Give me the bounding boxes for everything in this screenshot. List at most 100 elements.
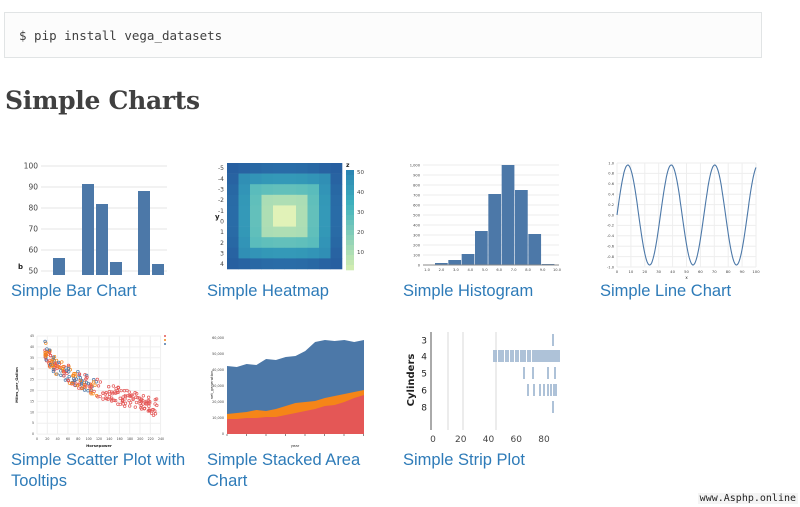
bar-chart-thumbnail[interactable]: 100 90 80 70 60 50 b	[11, 161, 171, 281]
gallery-link-scatter-plot[interactable]: Simple Scatter Plot with Tooltips	[11, 451, 186, 490]
y-tick-label: 0	[32, 432, 34, 436]
line-chart-thumbnail[interactable]: 1.0 0.8 0.6 0.4 0.2 0.0 -0.2 -0.4 -0.6 -0.8 -1.0 0 1…	[600, 161, 760, 281]
scatter-point	[128, 394, 133, 399]
scatter-point	[131, 397, 135, 402]
heatmap-cell	[296, 163, 308, 174]
heatmap-cell	[250, 194, 262, 206]
y-tick-label: 5	[32, 421, 34, 425]
scatter-point	[128, 400, 133, 405]
heatmap-cell	[250, 237, 262, 249]
heatmap-cell	[273, 173, 285, 185]
legend-gradient-step	[346, 265, 354, 271]
scatter-point	[44, 358, 48, 362]
legend-gradient-step	[346, 190, 354, 196]
strip-plot-thumb-svg: 3 4 5 6 8 Cylinders 0 20 40 60 80	[406, 332, 560, 445]
y-tick-label: 1	[220, 229, 224, 236]
heatmap-cell	[261, 237, 274, 249]
x-tick-label: 80	[538, 435, 550, 445]
heatmap-cell	[273, 163, 285, 174]
y-tick-label: 100	[24, 162, 39, 171]
y-tick-label: -2	[218, 197, 224, 204]
x-tick-label: 80	[726, 269, 731, 274]
heatmap-cell	[319, 258, 331, 270]
scatter-point	[147, 404, 151, 408]
heatmap-cell	[250, 216, 262, 227]
y-tick-label: 0	[418, 263, 421, 267]
gallery-link-histogram[interactable]: Simple Histogram	[403, 282, 534, 300]
y-tick-label: -1.0	[607, 265, 615, 269]
x-tick-label: 20	[45, 437, 49, 441]
scatter-point	[151, 413, 156, 417]
series-line	[616, 164, 757, 266]
scatter-point	[138, 399, 142, 404]
section-title: Simple Charts	[5, 86, 200, 115]
heatmap-cell	[296, 226, 308, 238]
heatmap-thumbnail[interactable]: -5 -4 -3 -2 -1 0 1 2 3 4 y z 50 40 30 20 10	[207, 161, 367, 281]
scatter-point	[48, 363, 53, 367]
scatter-point	[58, 369, 63, 373]
legend-gradient-step	[346, 220, 354, 226]
scatter-point	[73, 372, 77, 376]
y-tick-label: 25	[30, 378, 34, 382]
scatter-point	[116, 385, 120, 389]
heatmap-cell	[261, 247, 274, 259]
gallery-link-heatmap[interactable]: Simple Heatmap	[207, 282, 329, 300]
scatter-point	[128, 404, 132, 408]
x-tick-label: 20	[642, 269, 647, 274]
heatmap-thumb-svg: -5 -4 -3 -2 -1 0 1 2 3 4 y z 50 40 30 20 10	[215, 162, 364, 271]
y-tick-label: 6	[421, 387, 427, 397]
heatmap-cell	[284, 194, 297, 206]
scatter-point	[107, 385, 111, 389]
x-tick-label: 80	[76, 437, 80, 441]
y-tick-label: 40	[30, 345, 34, 349]
y-tick-label: 1.0	[608, 161, 614, 165]
scatter-point	[66, 363, 71, 368]
y-tick-label: 0	[220, 218, 224, 225]
heatmap-cell	[307, 173, 320, 185]
heatmap-cell	[330, 237, 343, 249]
scatter-point	[127, 398, 131, 403]
scatter-point	[141, 394, 146, 398]
scatter-point	[51, 355, 56, 359]
heatmap-cell	[330, 184, 343, 196]
heatmap-cell	[330, 173, 343, 185]
strip-plot-thumbnail[interactable]: 3 4 5 6 8 Cylinders 0 20 40 60 80	[403, 330, 563, 450]
heatmap-cell	[319, 194, 331, 206]
scatter-point	[110, 396, 114, 400]
scatter-point	[89, 383, 93, 387]
x-tick-label: 1.0	[424, 268, 430, 272]
heatmap-cell	[227, 226, 239, 238]
stacked-area-thumbnail[interactable]: 60,000 50,000 40,000 30,000 20,000 10,000 0 net…	[207, 330, 367, 450]
scatter-point	[55, 366, 59, 370]
gallery-link-bar-chart[interactable]: Simple Bar Chart	[11, 282, 137, 300]
x-tick-label: 120	[96, 437, 102, 441]
gallery-link-strip-plot[interactable]: Simple Strip Plot	[403, 451, 525, 469]
scatter-point	[85, 373, 89, 378]
heatmap-cell	[250, 163, 262, 174]
scatter-point	[106, 397, 110, 402]
legend-swatch	[164, 339, 166, 341]
y-tick-label: 5	[421, 370, 427, 380]
x-tick-label: 60	[698, 269, 703, 274]
heatmap-cell	[273, 247, 285, 259]
bar	[96, 204, 108, 275]
heatmap-cell	[273, 205, 285, 217]
histogram-thumbnail[interactable]: 1,000 900 800 700 600 500 400 300 200 100 0 1.0 2.0 3…	[403, 161, 563, 281]
gallery-link-stacked-area[interactable]: Simple Stacked Area Chart	[207, 451, 361, 490]
scatter-point	[43, 350, 47, 355]
heatmap-cell	[296, 258, 308, 270]
gallery-link-line-chart[interactable]: Simple Line Chart	[600, 282, 732, 300]
x-tick-label: 40	[483, 435, 495, 445]
scatter-point	[80, 386, 84, 390]
y-tick-label: 3	[421, 337, 427, 347]
scatter-point	[134, 400, 139, 405]
heatmap-cell	[296, 184, 308, 196]
heatmap-cell	[238, 237, 251, 249]
heatmap-cell	[319, 184, 331, 196]
heatmap-cell	[261, 226, 274, 238]
scatter-point	[113, 398, 118, 403]
heatmap-cell	[296, 205, 308, 217]
histogram-bar	[528, 234, 542, 265]
scatter-plot-thumbnail[interactable]: 45 40 35 30 25 20 15 10 5 0 0 20 40 60 80 100 120 140 160 1…	[11, 330, 171, 450]
scatter-point	[139, 403, 143, 408]
